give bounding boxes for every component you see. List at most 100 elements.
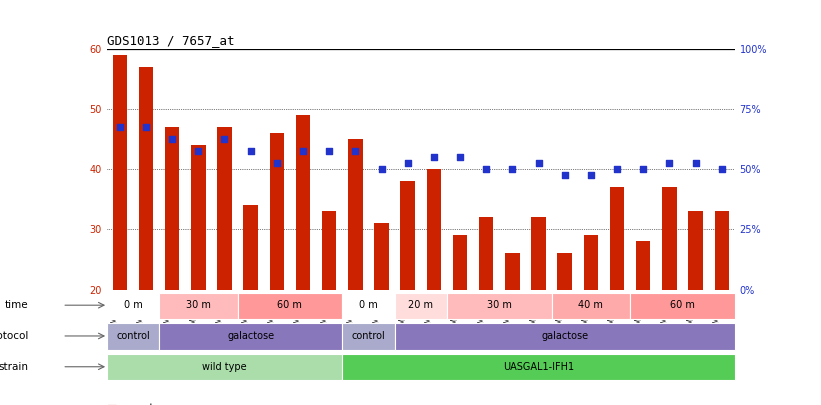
Bar xyxy=(688,211,703,290)
Point xyxy=(611,166,624,173)
Text: UASGAL1-IFH1: UASGAL1-IFH1 xyxy=(503,362,574,372)
Text: galactose: galactose xyxy=(541,331,589,341)
Point xyxy=(506,166,519,173)
Text: strain: strain xyxy=(0,362,28,372)
Text: GSM34679: GSM34679 xyxy=(190,292,199,334)
Point xyxy=(453,154,466,160)
Point xyxy=(323,148,336,154)
Bar xyxy=(348,139,363,290)
Text: time: time xyxy=(5,300,28,310)
Bar xyxy=(453,235,467,290)
Bar xyxy=(531,217,546,290)
Bar xyxy=(395,293,447,319)
Point xyxy=(113,124,126,130)
Bar xyxy=(112,55,127,290)
Bar xyxy=(505,254,520,290)
Bar xyxy=(636,241,650,290)
Bar xyxy=(237,293,342,319)
Point xyxy=(244,148,257,154)
Text: GSM34683: GSM34683 xyxy=(294,292,303,333)
Text: GSM34687: GSM34687 xyxy=(346,292,355,333)
Point xyxy=(479,166,493,173)
Point xyxy=(689,160,702,166)
Text: GSM34682: GSM34682 xyxy=(215,292,224,333)
Text: GSM34697: GSM34697 xyxy=(399,292,408,334)
Text: count: count xyxy=(125,403,154,405)
Bar xyxy=(342,324,395,350)
Text: 0 m: 0 m xyxy=(359,300,378,310)
Text: 40 m: 40 m xyxy=(579,300,603,310)
Bar xyxy=(374,223,388,290)
Bar xyxy=(395,324,735,350)
Bar xyxy=(191,145,205,290)
Bar xyxy=(631,293,735,319)
Text: GSM34689: GSM34689 xyxy=(503,292,512,333)
Text: GDS1013 / 7657_at: GDS1013 / 7657_at xyxy=(107,34,234,47)
Text: GSM34694: GSM34694 xyxy=(530,292,539,334)
Bar xyxy=(107,293,159,319)
Point xyxy=(218,136,231,142)
Bar xyxy=(552,293,631,319)
Point xyxy=(636,166,649,173)
Bar xyxy=(107,324,159,350)
Text: GSM34700: GSM34700 xyxy=(634,292,643,334)
Text: GSM34693: GSM34693 xyxy=(451,292,460,334)
Point xyxy=(558,172,571,178)
Point xyxy=(663,160,676,166)
Text: 60 m: 60 m xyxy=(277,300,302,310)
Text: galactose: galactose xyxy=(227,331,274,341)
Point xyxy=(166,136,179,142)
Text: GSM34695: GSM34695 xyxy=(608,292,617,334)
Bar xyxy=(159,293,237,319)
Bar xyxy=(610,187,624,290)
Text: GSM34686: GSM34686 xyxy=(320,292,329,333)
Point xyxy=(296,148,310,154)
Point xyxy=(532,160,545,166)
Text: control: control xyxy=(116,331,149,341)
Bar xyxy=(427,169,441,290)
Bar xyxy=(107,354,342,380)
Text: GSM34684: GSM34684 xyxy=(163,292,172,333)
Point xyxy=(427,154,440,160)
Text: GSM34696: GSM34696 xyxy=(686,292,695,334)
Point xyxy=(375,166,388,173)
Text: GSM34701: GSM34701 xyxy=(713,292,722,333)
Text: 30 m: 30 m xyxy=(487,300,511,310)
Point xyxy=(270,160,283,166)
Text: GSM34692: GSM34692 xyxy=(373,292,382,333)
Bar xyxy=(479,217,493,290)
Bar xyxy=(165,127,179,290)
Bar xyxy=(244,205,258,290)
Point xyxy=(140,124,153,130)
Bar xyxy=(269,133,284,290)
Bar xyxy=(296,115,310,290)
Text: 20 m: 20 m xyxy=(408,300,433,310)
Bar xyxy=(139,67,154,290)
Point xyxy=(349,148,362,154)
Text: GSM34699: GSM34699 xyxy=(556,292,565,334)
Bar xyxy=(584,235,598,290)
Text: GSM34681: GSM34681 xyxy=(137,292,146,333)
Bar xyxy=(557,254,572,290)
Bar xyxy=(447,293,552,319)
Text: 0 m: 0 m xyxy=(123,300,142,310)
Text: 30 m: 30 m xyxy=(186,300,211,310)
Point xyxy=(192,148,205,154)
Text: GSM34680: GSM34680 xyxy=(268,292,277,333)
Text: GSM34685: GSM34685 xyxy=(241,292,250,333)
Point xyxy=(715,166,728,173)
Bar xyxy=(322,211,337,290)
Bar xyxy=(342,354,735,380)
Point xyxy=(401,160,415,166)
Point xyxy=(585,172,598,178)
Text: GSM34691: GSM34691 xyxy=(660,292,669,333)
Text: GSM34690: GSM34690 xyxy=(582,292,591,334)
Text: GSM34698: GSM34698 xyxy=(477,292,486,333)
Text: 60 m: 60 m xyxy=(670,300,695,310)
Text: GSM34688: GSM34688 xyxy=(424,292,433,333)
Text: GSM34678: GSM34678 xyxy=(111,292,120,333)
Text: growth protocol: growth protocol xyxy=(0,331,28,341)
Text: control: control xyxy=(351,331,385,341)
Text: wild type: wild type xyxy=(202,362,247,372)
Bar xyxy=(401,181,415,290)
